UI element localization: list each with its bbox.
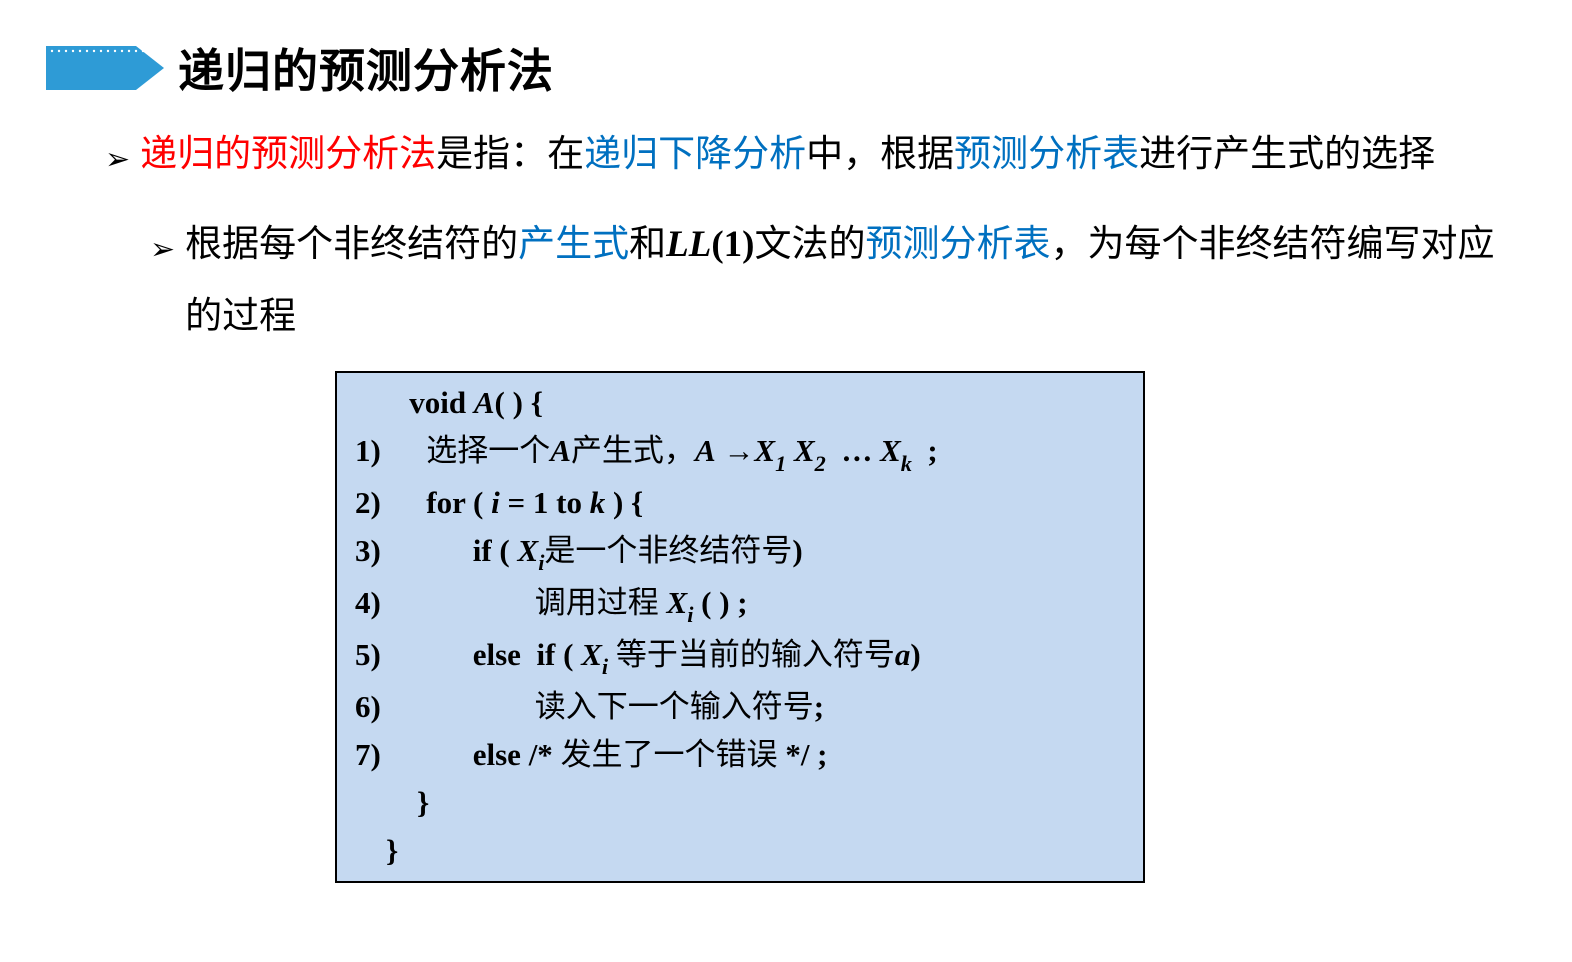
code-line-6: 6) 读入下一个输入符号; [355, 683, 1125, 731]
bullet-1-keyword-1: 递归下降分析 [584, 134, 806, 175]
code-line-2: 2) for ( i = 1 to k ) { [355, 479, 1125, 527]
slide-title: 递归的预测分析法 [178, 35, 554, 101]
bullet-marker-icon: ➢ [105, 131, 130, 190]
slide: 递归的预测分析法 ➢ 递归的预测分析法是指：在递归下降分析中，根据预测分析表进行… [0, 0, 1572, 962]
bullet-1-term: 递归的预测分析法 [140, 134, 436, 175]
code-line-0: void A( ) { [355, 379, 1125, 427]
bullet-1-keyword-2: 预测分析表 [954, 134, 1139, 175]
code-line-3: 3) if ( Xi是一个非终结符号) [355, 527, 1125, 579]
bullet-2-text: 根据每个非终结符的产生式和LL(1)文法的预测分析表，为每个非终结符编写对应的过… [185, 209, 1512, 353]
bullets: ➢ 递归的预测分析法是指：在递归下降分析中，根据预测分析表进行产生式的选择 ➢ … [105, 119, 1512, 353]
bullet-1-text: 递归的预测分析法是指：在递归下降分析中，根据预测分析表进行产生式的选择 [140, 119, 1512, 191]
bullet-1: ➢ 递归的预测分析法是指：在递归下降分析中，根据预测分析表进行产生式的选择 [105, 119, 1512, 191]
bullet-2-keyword-2: 预测分析表 [866, 224, 1051, 265]
code-line-7: 7) else /* 发生了一个错误 */ ; [355, 731, 1125, 779]
bullet-marker-icon: ➢ [150, 221, 175, 280]
bullet-2: ➢ 根据每个非终结符的产生式和LL(1)文法的预测分析表，为每个非终结符编写对应… [150, 209, 1512, 353]
code-line-1: 1) 选择一个A产生式，A →X1 X2 … Xk ; [355, 427, 1125, 479]
pseudocode-box: void A( ) { 1) 选择一个A产生式，A →X1 X2 … Xk ; … [335, 371, 1145, 882]
bullet-2-keyword-1: 产生式 [518, 224, 629, 265]
code-line-9: } [355, 827, 1125, 875]
title-row: 递归的预测分析法 [46, 35, 1572, 101]
code-line-8: } [355, 779, 1125, 827]
bullet-2-ll: LL [666, 224, 711, 265]
title-arrow-icon [46, 43, 166, 93]
code-line-5: 5) else if ( Xi 等于当前的输入符号a) [355, 631, 1125, 683]
code-line-4: 4) 调用过程 Xi ( ) ; [355, 579, 1125, 631]
